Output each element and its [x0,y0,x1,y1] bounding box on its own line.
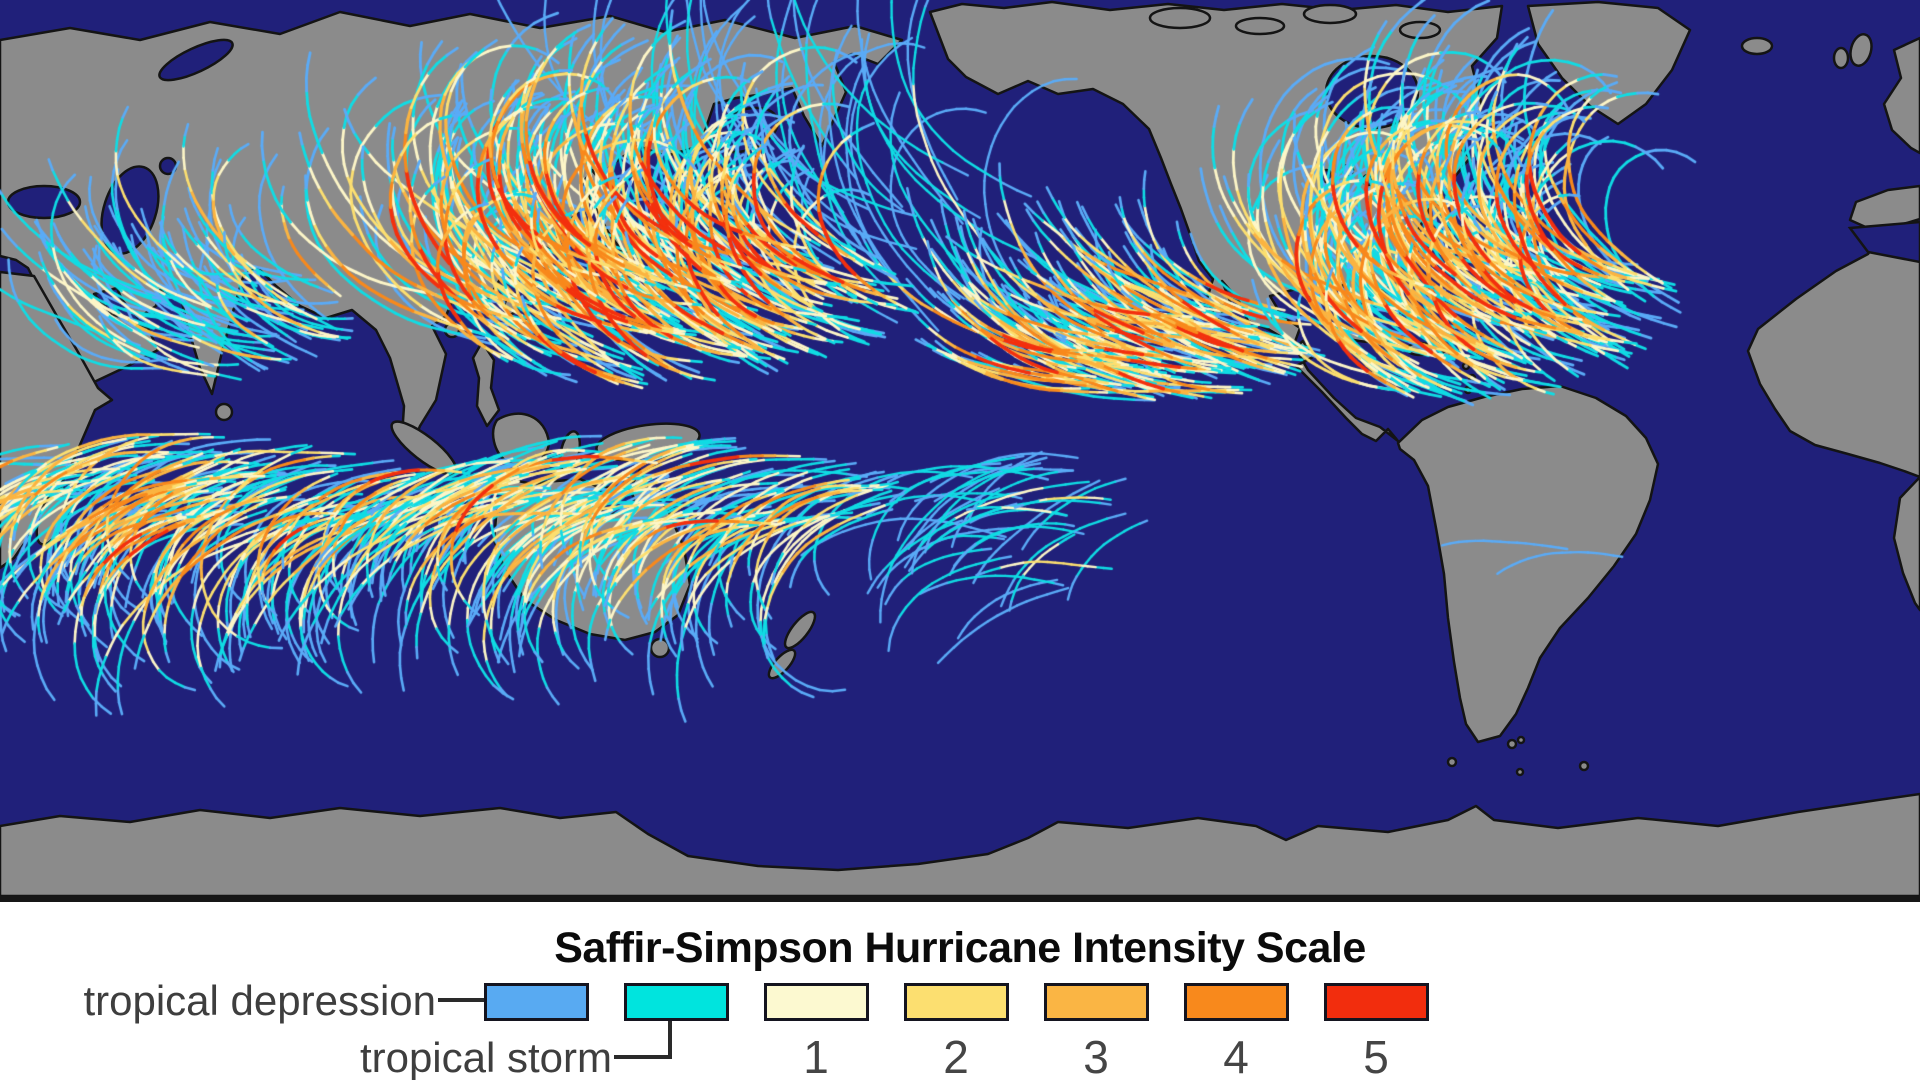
label-tropical-depression: tropical depression [83,977,436,1024]
swatch-tropical-depression [484,983,589,1021]
swatch-category-5 [1324,983,1429,1021]
swatch-category-2 [904,983,1009,1021]
legend: Saffir-Simpson Hurricane Intensity Scale… [0,902,1920,1080]
connector-storm-line-horizontal [614,1055,672,1059]
connector-storm-line-vertical [668,1019,672,1059]
swatch-category-3 [1044,983,1149,1021]
number-category-4: 4 [1223,1031,1249,1080]
number-category-1: 1 [803,1031,829,1080]
connector-depression-line [438,998,486,1002]
swatch-tropical-storm [624,983,729,1021]
legend-title: Saffir-Simpson Hurricane Intensity Scale [554,924,1366,972]
storm-tracks-layer [0,0,1920,896]
swatch-category-4 [1184,983,1289,1021]
number-category-2: 2 [943,1031,969,1080]
swatch-category-1 [764,983,869,1021]
label-tropical-storm: tropical storm [359,1034,612,1080]
number-category-3: 3 [1083,1031,1109,1080]
map-bottom-border [0,896,1920,902]
number-category-5: 5 [1363,1031,1389,1080]
cyclone-track-map [0,0,1920,896]
